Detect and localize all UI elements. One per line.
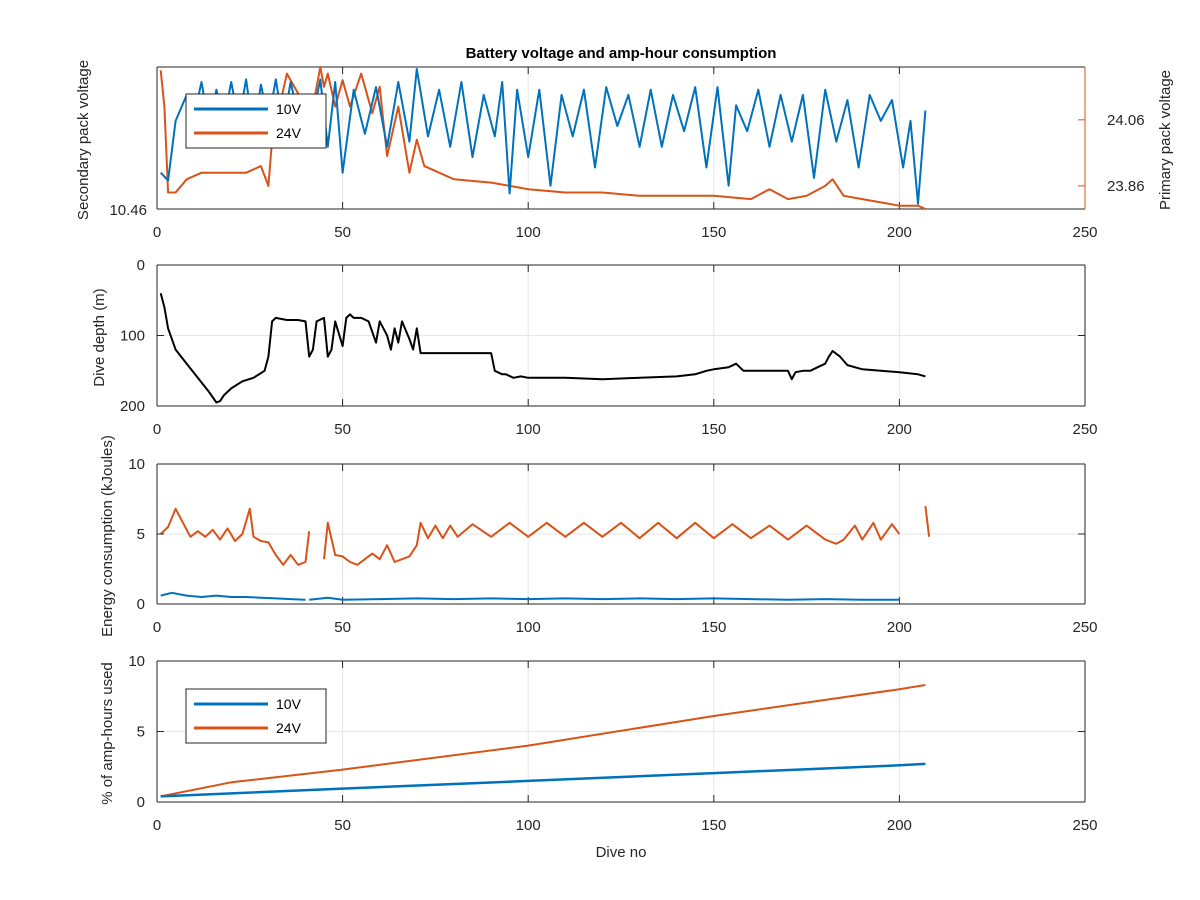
series-line-10V	[160, 591, 306, 601]
y-axis-label: Dive depth (m)	[91, 288, 108, 386]
series-line-24V	[160, 507, 311, 566]
x-tick-label: 0	[153, 224, 161, 241]
x-tick-label: 150	[701, 224, 726, 241]
x-tick-label: 250	[1072, 224, 1097, 241]
legend-top-label-24V: 24V	[276, 125, 302, 141]
x-tick-label: 150	[701, 421, 726, 438]
x-tick-label: 0	[153, 619, 161, 636]
y-tick-label: 0	[137, 794, 145, 811]
x-tick-label: 50	[334, 421, 351, 438]
x-tick-label: 200	[887, 224, 912, 241]
y-tick-label-right: 24.06	[1107, 112, 1145, 129]
series-line-10V	[160, 762, 926, 798]
y-tick-label: 10	[128, 653, 145, 670]
y-tick-label: 200	[120, 398, 145, 415]
x-tick-label: 200	[887, 619, 912, 636]
x-tick-label: 100	[516, 619, 541, 636]
series-line-depth	[159, 292, 926, 404]
y-tick-label: 5	[137, 724, 145, 741]
x-tick-label: 100	[516, 224, 541, 241]
x-tick-label: 50	[334, 817, 351, 834]
y-tick-label: 10	[128, 456, 145, 473]
series-line-24V	[323, 521, 901, 566]
legend-top-box	[185, 93, 327, 149]
y-axis-label-left: Secondary pack voltage	[75, 60, 92, 220]
legend-bottom-label-10V: 10V	[276, 696, 302, 712]
x-tick-label: 150	[701, 619, 726, 636]
x-tick-label: 50	[334, 619, 351, 636]
series-line-24V	[924, 505, 931, 537]
chart-title: Battery voltage and amp-hour consumption	[466, 45, 777, 62]
series-line-10V	[309, 596, 900, 601]
x-tick-label: 200	[887, 421, 912, 438]
y-tick-label: 100	[120, 328, 145, 345]
x-tick-label: 100	[516, 817, 541, 834]
y-tick-label: 0	[137, 257, 145, 274]
x-tick-label: 250	[1072, 619, 1097, 636]
x-tick-label: 0	[153, 817, 161, 834]
y-axis-label: % of amp-hours used	[99, 662, 116, 805]
x-tick-label: 150	[701, 817, 726, 834]
x-tick-label: 200	[887, 817, 912, 834]
x-tick-label: 50	[334, 224, 351, 241]
x-tick-label: 250	[1072, 421, 1097, 438]
series-line-24V	[160, 684, 926, 798]
y-tick-label: 5	[137, 526, 145, 543]
x-axis-label: Dive no	[596, 844, 647, 861]
legend-bottom-label-24V: 24V	[276, 720, 302, 736]
legend-top-label-10V: 10V	[276, 101, 302, 117]
y-axis-label-right: Primary pack voltage	[1157, 70, 1174, 210]
legend-bottom-box	[185, 688, 327, 744]
x-tick-label: 250	[1072, 817, 1097, 834]
y-tick-label-right: 23.86	[1107, 178, 1145, 195]
y-axis-label: Energy consumption (kJoules)	[99, 435, 116, 637]
series-line-10V	[159, 68, 927, 205]
y-tick-label: 0	[137, 596, 145, 613]
y-tick-label-left: 10.46	[109, 202, 147, 219]
x-tick-label: 100	[516, 421, 541, 438]
x-tick-label: 0	[153, 421, 161, 438]
